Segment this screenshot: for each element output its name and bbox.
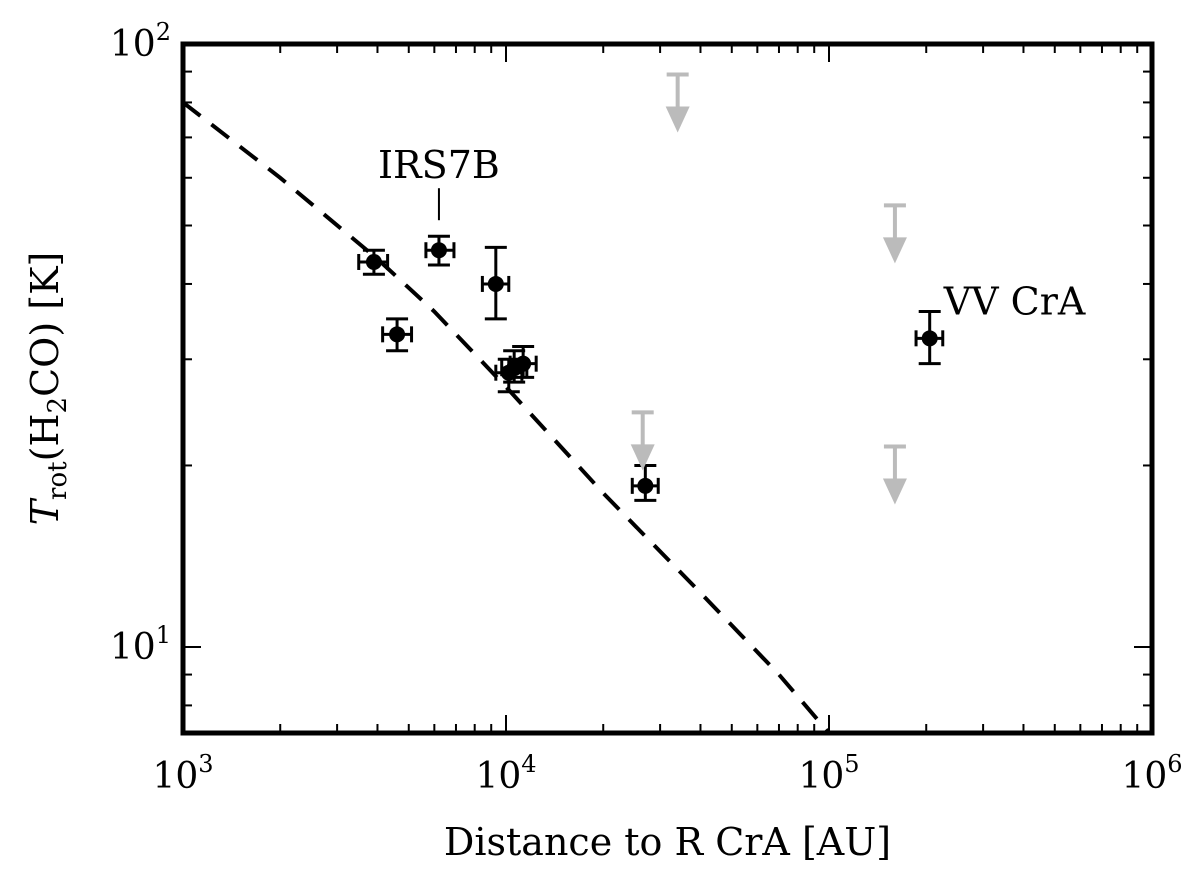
x-tick-label: 106	[1121, 750, 1182, 797]
data-point	[630, 463, 660, 502]
upper-limit	[882, 444, 907, 505]
y-axis-label-subscript: rot	[43, 461, 73, 500]
upper-limit-arrowhead	[882, 237, 907, 264]
data-marker	[637, 477, 654, 494]
data-marker	[430, 242, 447, 259]
upper-limit-arrowhead	[630, 444, 655, 471]
data-point	[480, 245, 511, 321]
upper-limit-arrowhead	[882, 478, 907, 505]
model-curve	[181, 100, 831, 735]
data-marker	[389, 326, 406, 343]
tick-labels: 103 104 105 106 101 102	[110, 18, 1183, 797]
y-tick-label: 101	[110, 621, 171, 668]
data-marker	[921, 330, 938, 347]
y-axis-label: Trot(H2CO) [K]	[23, 252, 73, 526]
upper-limit-arrowhead	[665, 106, 690, 133]
x-tick-label: 105	[798, 750, 859, 797]
y-axis-label-rest: CO) [K]	[23, 252, 67, 397]
plot-marks	[181, 72, 945, 735]
x-axis-label: Distance to R CrA [AU]	[444, 820, 891, 864]
axis-ticks	[182, 43, 1153, 733]
annotations: IRS7B VV CrA	[378, 143, 1086, 323]
data-marker	[487, 275, 504, 292]
annotation-label: IRS7B	[378, 143, 500, 187]
x-tick-label: 103	[152, 750, 213, 797]
y-axis-label-mid: (H	[23, 413, 67, 461]
data-point	[381, 317, 414, 353]
upper-limit	[630, 410, 655, 471]
annotation-label: VV CrA	[943, 279, 1086, 323]
plot-frame	[180, 41, 1155, 736]
data-marker	[365, 253, 382, 270]
x-tick-label: 104	[475, 750, 536, 797]
y-tick-label: 102	[110, 18, 171, 65]
data-point	[424, 234, 456, 267]
y-axis-label-sub2: 2	[43, 397, 73, 414]
y-axis-label-symbol: T	[23, 497, 67, 525]
upper-limit	[665, 72, 690, 133]
data-point	[914, 310, 945, 366]
data-marker	[515, 355, 532, 372]
upper-limit	[882, 203, 907, 264]
data-point	[508, 345, 538, 379]
